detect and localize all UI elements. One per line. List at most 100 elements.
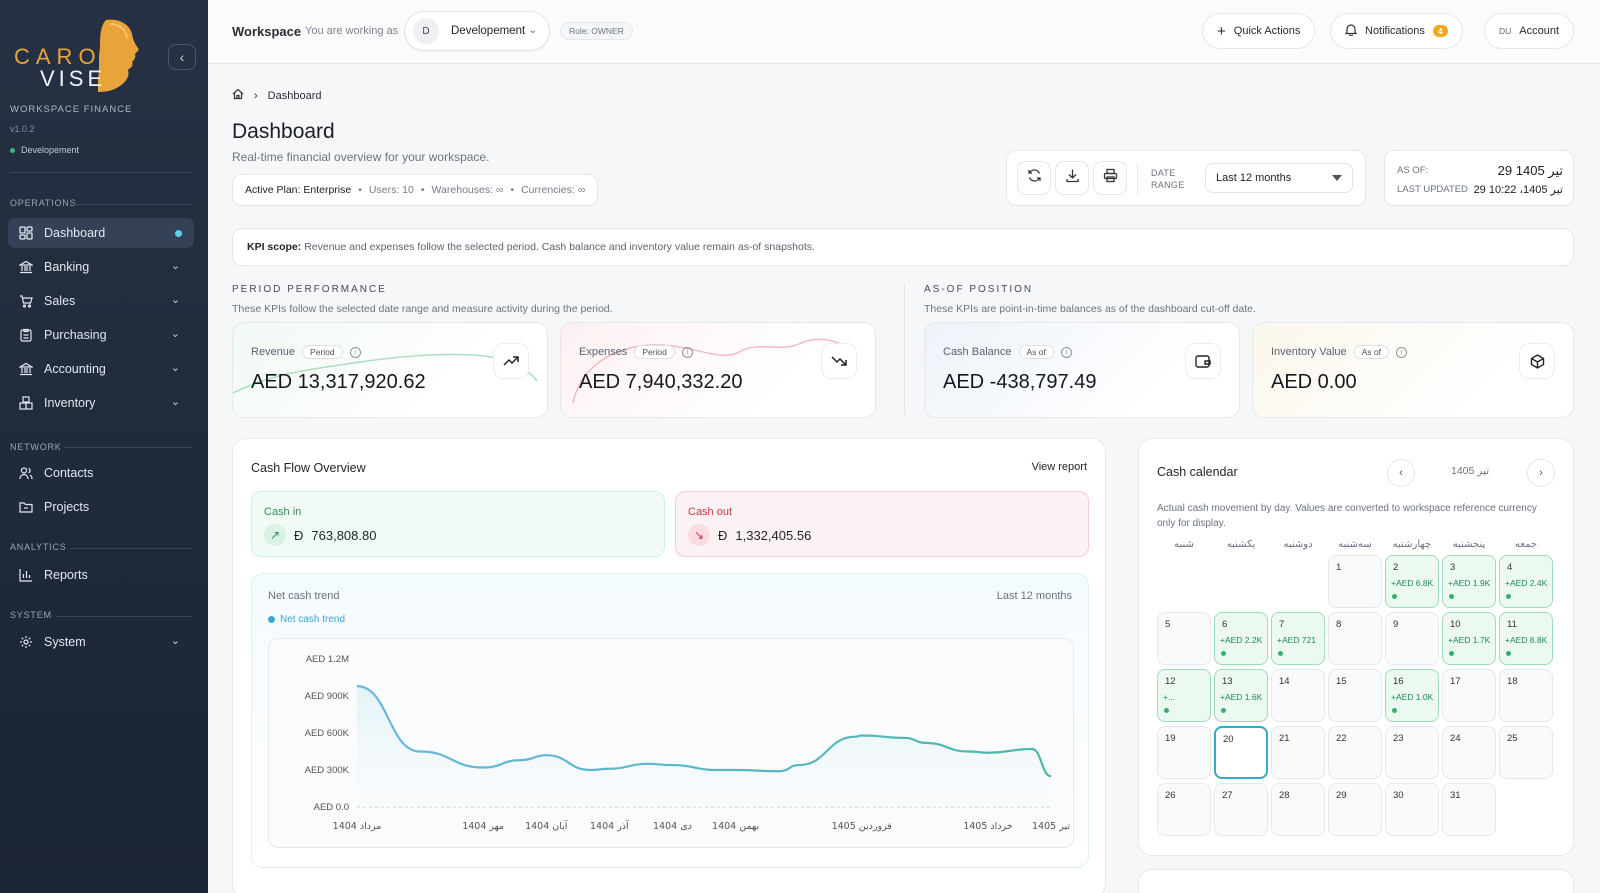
sidebar-item-purchasing[interactable]: Purchasing ⌄ <box>8 320 194 350</box>
day-number: 1 <box>1336 562 1342 573</box>
calendar-day[interactable]: 8 <box>1328 612 1382 665</box>
chevron-right-icon: › <box>1539 467 1543 479</box>
calendar-day[interactable]: 9 <box>1385 612 1439 665</box>
quick-actions-button[interactable]: + Quick Actions <box>1202 13 1316 49</box>
view-report-link[interactable]: View report <box>1031 461 1087 473</box>
calendar-day[interactable]: 6 +AED 2.2K <box>1214 612 1268 665</box>
calendar-day[interactable]: 4 +AED 2.4K <box>1499 555 1553 608</box>
inventory-value-card[interactable]: Inventory Value As of i AED 0.00 <box>1252 322 1574 418</box>
sidebar-item-system[interactable]: System ⌄ <box>8 627 194 657</box>
calendar-day[interactable]: 7 +AED 721 <box>1271 612 1325 665</box>
calendar-day[interactable]: 1 <box>1328 555 1382 608</box>
calendar-day[interactable]: 19 <box>1157 726 1211 779</box>
calendar-day[interactable]: 11 +AED 8.8K <box>1499 612 1553 665</box>
calendar-day[interactable]: 26 <box>1157 783 1211 836</box>
download-button[interactable] <box>1055 161 1089 195</box>
calendar-day[interactable]: 17 <box>1442 669 1496 722</box>
x-tick-label: دی 1404 <box>653 821 692 832</box>
top-bar: Workspace You are working as D Developem… <box>208 0 1600 64</box>
day-number: 25 <box>1507 733 1518 744</box>
expenses-card[interactable]: Expenses Period i AED 7,940,332.20 <box>560 322 876 418</box>
calendar-day[interactable]: 3 +AED 1.9K <box>1442 555 1496 608</box>
sidebar-item-dashboard[interactable]: Dashboard <box>8 218 194 248</box>
clipboard-icon <box>18 327 34 343</box>
series-line-net-cash[interactable] <box>356 685 1052 778</box>
cash-out-label: Cash out <box>688 506 733 518</box>
chevron-left-icon: ‹ <box>1399 467 1403 479</box>
calendar-day[interactable]: 30 <box>1385 783 1439 836</box>
section-network: NETWORK <box>10 442 62 452</box>
environment-status: Developement <box>10 145 79 155</box>
calendar-day[interactable]: 27 <box>1214 783 1268 836</box>
x-tick-label: مرداد 1404 <box>333 821 382 832</box>
bar-chart-icon <box>18 567 34 583</box>
trending-down-icon <box>821 343 857 379</box>
info-icon[interactable]: i <box>1396 346 1407 358</box>
cash-in-value: 763,808.80 <box>311 527 377 543</box>
calendar-day[interactable]: 25 <box>1499 726 1553 779</box>
cash-balance-card[interactable]: Cash Balance As of i AED -438,797.49 <box>924 322 1240 418</box>
day-number: 13 <box>1222 676 1233 687</box>
calendar-day[interactable]: 22 <box>1328 726 1382 779</box>
role-badge: Role: OWNER <box>560 22 633 40</box>
calendar-day[interactable]: 2 +AED 6.8K <box>1385 555 1439 608</box>
calendar-day[interactable]: 5 <box>1157 612 1211 665</box>
print-button[interactable] <box>1093 161 1127 195</box>
sidebar-item-contacts[interactable]: Contacts <box>8 458 194 488</box>
activity-dot-icon <box>1392 594 1397 599</box>
activity-dot-icon <box>1221 708 1226 713</box>
chevron-down-icon: ⌄ <box>170 396 180 408</box>
calendar-day[interactable]: 24 <box>1442 726 1496 779</box>
notifications-button[interactable]: Notifications 4 <box>1330 13 1463 49</box>
calendar-day[interactable]: 13 +AED 1.6K <box>1214 669 1268 722</box>
refresh-button[interactable] <box>1017 161 1051 195</box>
sidebar-item-inventory[interactable]: Inventory ⌄ <box>8 388 194 418</box>
calendar-day[interactable]: 12 +... <box>1157 669 1211 722</box>
chevron-down-icon: ⌄ <box>170 362 180 374</box>
calendar-day[interactable]: 16 +AED 1.0K <box>1385 669 1439 722</box>
calendar-day[interactable]: 23 <box>1385 726 1439 779</box>
calendar-day[interactable]: 20 <box>1214 726 1268 779</box>
day-number: 15 <box>1336 676 1347 687</box>
info-icon[interactable]: i <box>1060 346 1072 358</box>
calendar-day[interactable]: 14 <box>1271 669 1325 722</box>
collapse-sidebar-button[interactable]: ‹ <box>168 44 196 70</box>
info-icon[interactable]: i <box>349 346 361 358</box>
sidebar-item-sales[interactable]: Sales ⌄ <box>8 286 194 316</box>
divider <box>1137 163 1138 195</box>
printer-icon <box>1103 168 1118 188</box>
calendar-day[interactable]: 31 <box>1442 783 1496 836</box>
calendar-day[interactable]: 10 +AED 1.7K <box>1442 612 1496 665</box>
info-icon[interactable]: i <box>681 346 693 358</box>
chevron-down-icon: ⌄ <box>170 294 180 306</box>
calendar-day[interactable]: 29 <box>1328 783 1382 836</box>
home-icon[interactable] <box>232 88 244 103</box>
calendar-day[interactable]: 15 <box>1328 669 1382 722</box>
calendar-day[interactable]: 18 <box>1499 669 1553 722</box>
sidebar-item-projects[interactable]: Projects <box>8 492 194 522</box>
day-number: 17 <box>1450 676 1461 687</box>
sidebar-item-banking[interactable]: Banking ⌄ <box>8 252 194 282</box>
revenue-label: Revenue <box>251 346 296 358</box>
prev-month-button[interactable]: ‹ <box>1387 459 1415 487</box>
weekday-label: سه‌شنبه <box>1338 539 1372 550</box>
day-amount: +AED 1.6K <box>1220 692 1263 702</box>
cash-calendar-title: Cash calendar <box>1157 465 1238 479</box>
calendar-day[interactable]: 21 <box>1271 726 1325 779</box>
next-month-button[interactable]: › <box>1527 459 1555 487</box>
calendar-day[interactable]: 28 <box>1271 783 1325 836</box>
date-range-select[interactable]: Last 12 months <box>1205 163 1353 193</box>
sidebar-item-accounting[interactable]: Accounting ⌄ <box>8 354 194 384</box>
account-button[interactable]: DU Account <box>1484 13 1575 49</box>
revenue-card[interactable]: Revenue Period i AED 13,317,920.62 <box>232 322 548 418</box>
as-of-label: AS OF: <box>1397 165 1429 176</box>
y-tick-label: AED 1.2M <box>306 654 349 665</box>
divider <box>64 447 192 448</box>
workspace-selector[interactable]: D Developement ⌄ <box>404 11 550 51</box>
day-number: 24 <box>1450 733 1461 744</box>
sidebar-item-label: Projects <box>44 500 90 514</box>
environment-label: Developement <box>21 145 80 155</box>
dashboard-icon <box>18 225 34 241</box>
sidebar-item-reports[interactable]: Reports <box>8 560 194 590</box>
weekday-label: شنبه <box>1174 539 1194 550</box>
